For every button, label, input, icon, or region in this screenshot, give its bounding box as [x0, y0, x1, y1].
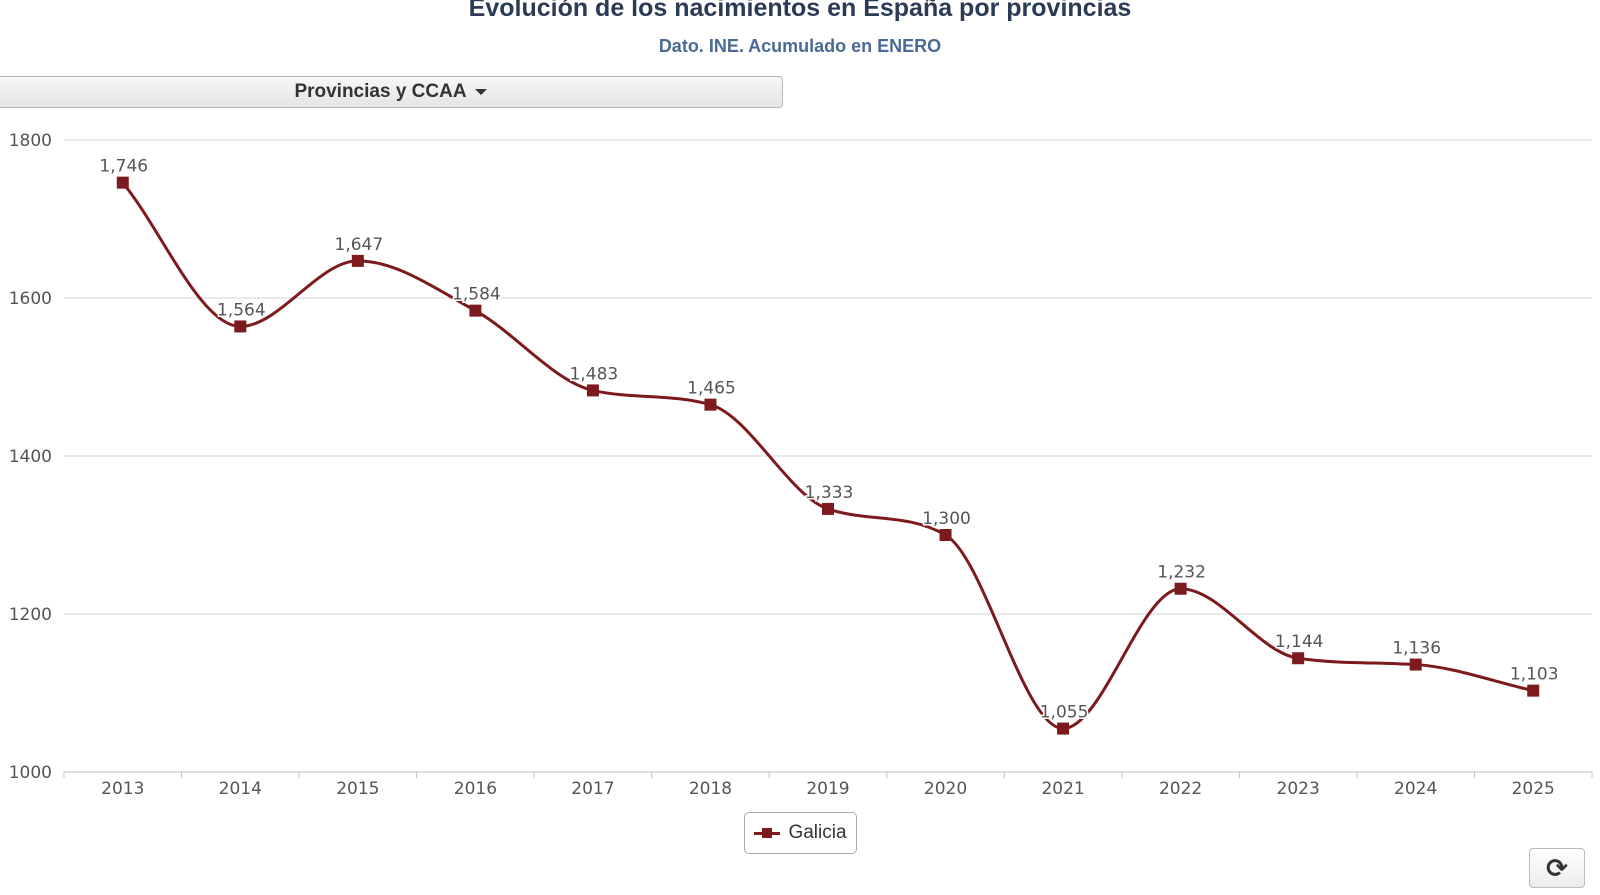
x-tick-label: 2018 — [689, 779, 732, 799]
x-tick-label: 2015 — [336, 779, 379, 799]
x-tick-label: 2023 — [1277, 779, 1320, 799]
legend-label: Galicia — [788, 822, 847, 843]
data-label-2021: 1,055 — [1040, 703, 1089, 723]
data-point-2016[interactable] — [469, 304, 482, 317]
x-tick-label: 2017 — [571, 779, 614, 799]
data-label-2014: 1,564 — [217, 300, 266, 320]
legend-marker-icon — [754, 827, 781, 839]
x-tick-label: 2020 — [924, 779, 967, 799]
chart-subtitle: Dato. INE. Acumulado en ENERO — [658, 36, 942, 56]
x-tick-label: 2016 — [454, 779, 497, 799]
data-point-2019[interactable] — [822, 502, 834, 515]
data-label-2022: 1,232 — [1157, 563, 1206, 583]
data-point-2015[interactable] — [351, 254, 364, 267]
province-dropdown[interactable]: Provincias y CCAA — [0, 76, 783, 108]
data-point-2022[interactable] — [1174, 582, 1187, 595]
data-point-2017[interactable] — [586, 384, 599, 397]
x-tick-label: 2025 — [1512, 779, 1555, 799]
x-tick-label: 2019 — [806, 779, 849, 799]
data-label-2018: 1,465 — [687, 379, 736, 399]
x-tick-label: 2022 — [1159, 779, 1202, 799]
data-label-2024: 1,136 — [1392, 639, 1441, 659]
x-tick-label: 2021 — [1041, 779, 1084, 799]
refresh-icon: ⟳ — [1546, 852, 1568, 883]
refresh-button[interactable]: ⟳ — [1529, 848, 1585, 888]
data-label-2016: 1,584 — [452, 285, 501, 305]
caret-down-icon — [474, 89, 487, 95]
data-labels: 1,746 1,564 1,647 1,584 1,483 1,465 1,333 1,300… — [98, 155, 1560, 724]
data-point-2023[interactable] — [1292, 652, 1305, 665]
chart-title: Evolución de los nacimientos en España p… — [468, 0, 1132, 22]
grid — [64, 139, 1592, 615]
x-tick-label: 2024 — [1394, 779, 1437, 799]
y-axis: 1000 1200 1400 1600 1800 — [9, 131, 52, 783]
x-tick-label: 2014 — [219, 779, 262, 799]
province-dropdown-label: Provincias y CCAA — [294, 81, 467, 102]
data-point-2013[interactable] — [116, 176, 129, 189]
data-point-2025[interactable] — [1527, 684, 1540, 697]
x-tick-label: 2013 — [101, 779, 144, 799]
data-label-2019: 1,333 — [805, 483, 854, 503]
data-label-2015: 1,647 — [335, 235, 384, 255]
y-tick-label: 1400 — [9, 447, 52, 467]
y-tick-label: 1000 — [9, 763, 52, 783]
data-label-2025: 1,103 — [1510, 665, 1559, 685]
y-tick-label: 1600 — [9, 289, 52, 309]
data-label-2013: 1,746 — [99, 157, 148, 177]
data-label-2020: 1,300 — [922, 509, 971, 529]
y-tick-label: 1200 — [9, 605, 52, 625]
data-label-2017: 1,483 — [570, 364, 619, 384]
legend-item-galicia[interactable]: Galicia — [744, 812, 857, 854]
data-point-2014[interactable] — [234, 320, 247, 333]
data-label-2023: 1,144 — [1275, 632, 1324, 652]
data-point-2021[interactable] — [1057, 722, 1070, 735]
data-point-2020[interactable] — [939, 529, 952, 541]
y-tick-label: 1800 — [9, 131, 52, 151]
data-point-2018[interactable] — [704, 398, 717, 411]
data-point-2024[interactable] — [1409, 658, 1422, 671]
series-galicia[interactable] — [116, 176, 1540, 735]
x-axis: 2013 2014 2015 2016 2017 2018 2019 2020 2021 2022… — [63, 771, 1593, 799]
